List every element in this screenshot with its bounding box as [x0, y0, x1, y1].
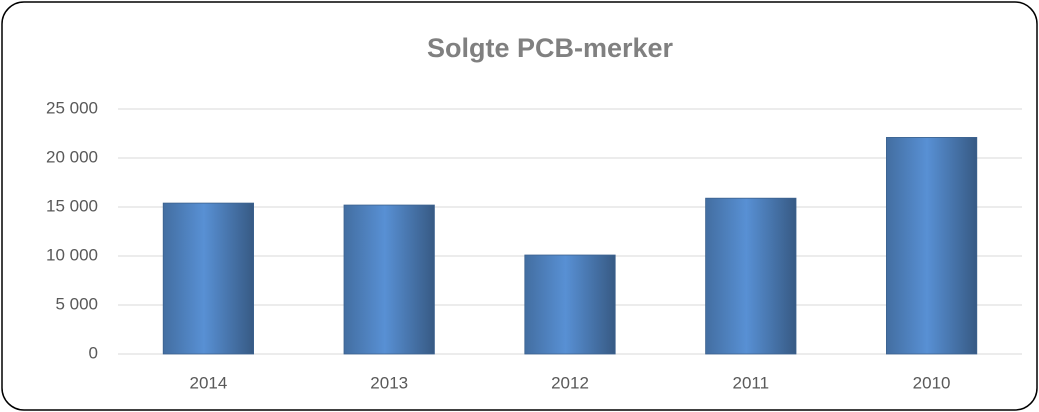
x-tick-label: 2012 — [551, 373, 589, 392]
x-tick-label: 2014 — [189, 373, 227, 392]
chart-title: Solgte PCB-merker — [427, 33, 674, 63]
y-tick-label: 5 000 — [55, 294, 98, 313]
bar — [886, 137, 978, 355]
bar — [705, 197, 797, 355]
y-tick-label: 15 000 — [46, 196, 98, 215]
bar — [162, 202, 254, 355]
y-tick-label: 25 000 — [46, 98, 98, 117]
x-tick-label: 2013 — [370, 373, 408, 392]
x-tick-label: 2011 — [733, 373, 770, 392]
y-tick-label: 0 — [89, 343, 98, 362]
x-tick-label: 2010 — [913, 373, 951, 392]
bar — [524, 254, 616, 355]
y-tick-label: 20 000 — [46, 147, 98, 166]
y-tick-label: 10 000 — [46, 245, 98, 264]
bar — [343, 204, 435, 355]
